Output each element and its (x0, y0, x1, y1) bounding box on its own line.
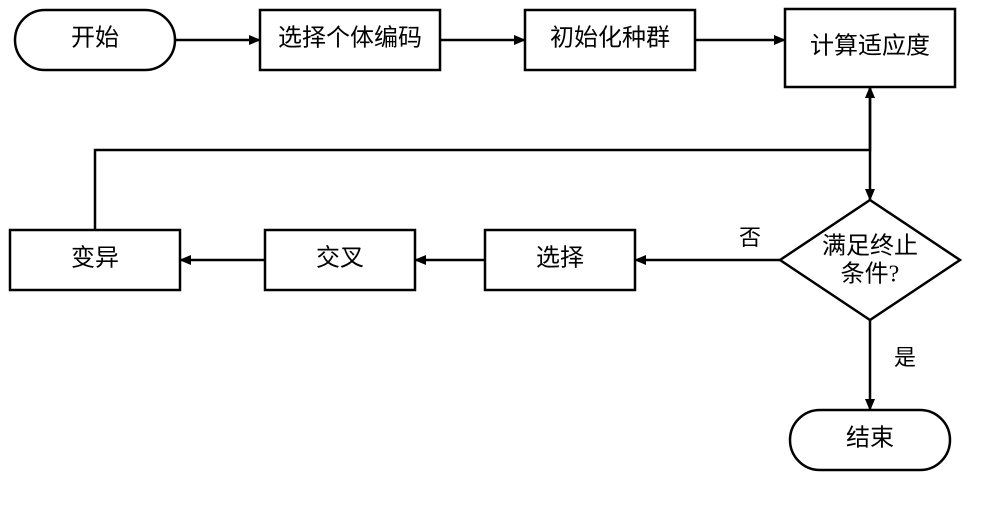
node-decision: 满足终止条件? (780, 200, 960, 320)
node-select: 选择 (485, 230, 635, 290)
edge-mutate-to-fitness (95, 87, 870, 230)
node-label: 选择 (536, 245, 584, 272)
decision-shape (780, 200, 960, 320)
node-end: 结束 (790, 410, 950, 470)
node-init: 初始化种群 (525, 10, 695, 70)
node-label: 计算适应度 (810, 33, 930, 60)
node-label: 开始 (71, 25, 119, 52)
node-label: 选择个体编码 (278, 25, 422, 52)
edge-label-yes: 是 (894, 345, 916, 370)
node-label-line1: 满足终止 (822, 233, 918, 260)
node-label: 结束 (846, 425, 894, 452)
node-fitness: 计算适应度 (785, 9, 955, 87)
node-label: 变异 (71, 245, 119, 272)
node-encode: 选择个体编码 (260, 10, 440, 70)
node-start: 开始 (15, 10, 175, 70)
node-mutate: 变异 (10, 230, 180, 290)
node-label: 交叉 (316, 245, 364, 272)
node-label-line2: 条件? (841, 261, 900, 288)
edge-label-no: 否 (739, 225, 761, 250)
node-cross: 交叉 (265, 230, 415, 290)
node-label: 初始化种群 (550, 25, 670, 52)
